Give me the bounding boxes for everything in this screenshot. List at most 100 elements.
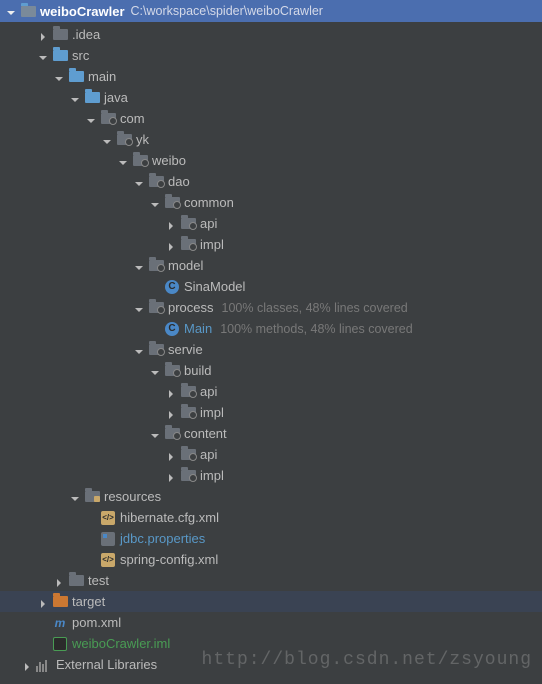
chevron-down-icon[interactable]	[86, 114, 96, 124]
tree-node-label: build	[184, 363, 211, 378]
tree-node[interactable]: weiboCrawler.iml	[0, 633, 542, 654]
tree-node[interactable]: CMain100% methods, 48% lines covered	[0, 318, 542, 339]
arrow-spacer	[150, 324, 160, 334]
pkg-icon	[100, 111, 116, 127]
chevron-right-icon[interactable]	[166, 408, 176, 418]
tree-node[interactable]: impl	[0, 465, 542, 486]
tree-node[interactable]: impl	[0, 234, 542, 255]
tree-node-label: impl	[200, 237, 224, 252]
tree-node[interactable]: model	[0, 255, 542, 276]
chevron-down-icon[interactable]	[150, 198, 160, 208]
tree-node[interactable]: External Libraries	[0, 654, 542, 675]
tree-node[interactable]: dao	[0, 171, 542, 192]
tree-node[interactable]: resources	[0, 486, 542, 507]
tree-node-label: com	[120, 111, 145, 126]
folder-res-icon	[84, 489, 100, 505]
pkg-icon	[116, 132, 132, 148]
tree-node[interactable]: </>hibernate.cfg.xml	[0, 507, 542, 528]
pkg-icon	[148, 342, 164, 358]
tree-node-label: servie	[168, 342, 203, 357]
tree-node[interactable]: java	[0, 87, 542, 108]
class-blue-icon: C	[164, 321, 180, 337]
folder-orange-icon	[52, 594, 68, 610]
tree-node-label: impl	[200, 405, 224, 420]
prop-icon	[100, 531, 116, 547]
chevron-right-icon[interactable]	[38, 597, 48, 607]
chevron-right-icon[interactable]	[166, 240, 176, 250]
arrow-spacer	[38, 618, 48, 628]
chevron-down-icon[interactable]	[134, 177, 144, 187]
tree-node-label: SinaModel	[184, 279, 245, 294]
tree-node[interactable]: com	[0, 108, 542, 129]
pkg-icon	[180, 447, 196, 463]
chevron-down-icon[interactable]	[54, 72, 64, 82]
tree-node[interactable]: process 100% classes, 48% lines covered	[0, 297, 542, 318]
pkg-icon	[164, 363, 180, 379]
tree-node[interactable]: yk	[0, 129, 542, 150]
arrow-spacer	[86, 513, 96, 523]
tree-node[interactable]: common	[0, 192, 542, 213]
pkg-icon	[180, 384, 196, 400]
tree-node[interactable]: test	[0, 570, 542, 591]
tree-node[interactable]: m pom.xml	[0, 612, 542, 633]
tree-node-label: weibo	[152, 153, 186, 168]
chevron-down-icon[interactable]	[6, 6, 16, 16]
tree-node-label: yk	[136, 132, 149, 147]
pkg-icon	[180, 237, 196, 253]
tree-node-label: External Libraries	[56, 657, 157, 672]
project-tree[interactable]: .ideasrcmainjavacomykweibodaocommonapiim…	[0, 22, 542, 675]
folder-open-icon	[84, 90, 100, 106]
chevron-right-icon[interactable]	[166, 450, 176, 460]
chevron-down-icon[interactable]	[134, 261, 144, 271]
tree-node[interactable]: .idea	[0, 24, 542, 45]
chevron-right-icon[interactable]	[22, 660, 32, 670]
tree-node[interactable]: main	[0, 66, 542, 87]
chevron-right-icon[interactable]	[166, 219, 176, 229]
tree-node[interactable]: </>spring-config.xml	[0, 549, 542, 570]
tree-node[interactable]: api	[0, 381, 542, 402]
tree-node[interactable]: api	[0, 213, 542, 234]
chevron-down-icon[interactable]	[118, 156, 128, 166]
tree-node[interactable]: jdbc.properties	[0, 528, 542, 549]
chevron-right-icon[interactable]	[54, 576, 64, 586]
tree-node-label: pom.xml	[72, 615, 121, 630]
coverage-text: 100% classes, 48% lines covered	[222, 301, 408, 315]
chevron-down-icon[interactable]	[38, 51, 48, 61]
project-icon	[20, 3, 36, 19]
chevron-down-icon[interactable]	[70, 492, 80, 502]
chevron-down-icon[interactable]	[150, 366, 160, 376]
tree-node[interactable]: content	[0, 423, 542, 444]
pkg-icon	[132, 153, 148, 169]
iml-icon	[52, 636, 68, 652]
tree-node-label: process	[168, 300, 214, 315]
tree-node[interactable]: target	[0, 591, 542, 612]
project-name: weiboCrawler	[40, 4, 125, 19]
tree-node[interactable]: src	[0, 45, 542, 66]
tree-node[interactable]: api	[0, 444, 542, 465]
tree-node[interactable]: weibo	[0, 150, 542, 171]
pkg-icon	[148, 258, 164, 274]
tree-node-label: Main	[184, 321, 212, 336]
tree-node[interactable]: CSinaModel	[0, 276, 542, 297]
chevron-down-icon[interactable]	[102, 135, 112, 145]
m-icon: m	[52, 615, 68, 631]
chevron-right-icon[interactable]	[38, 30, 48, 40]
tree-node-label: test	[88, 573, 109, 588]
xml-icon: </>	[100, 510, 116, 526]
xml-icon: </>	[100, 552, 116, 568]
chevron-down-icon[interactable]	[70, 93, 80, 103]
chevron-down-icon[interactable]	[150, 429, 160, 439]
tree-node[interactable]: build	[0, 360, 542, 381]
pkg-icon	[180, 468, 196, 484]
chevron-down-icon[interactable]	[134, 345, 144, 355]
tree-node-label: content	[184, 426, 227, 441]
tree-node-label: .idea	[72, 27, 100, 42]
arrow-spacer	[38, 639, 48, 649]
project-header[interactable]: weiboCrawler C:\workspace\spider\weiboCr…	[0, 0, 542, 22]
chevron-right-icon[interactable]	[166, 387, 176, 397]
pkg-icon	[164, 195, 180, 211]
tree-node[interactable]: impl	[0, 402, 542, 423]
chevron-down-icon[interactable]	[134, 303, 144, 313]
chevron-right-icon[interactable]	[166, 471, 176, 481]
tree-node[interactable]: servie	[0, 339, 542, 360]
